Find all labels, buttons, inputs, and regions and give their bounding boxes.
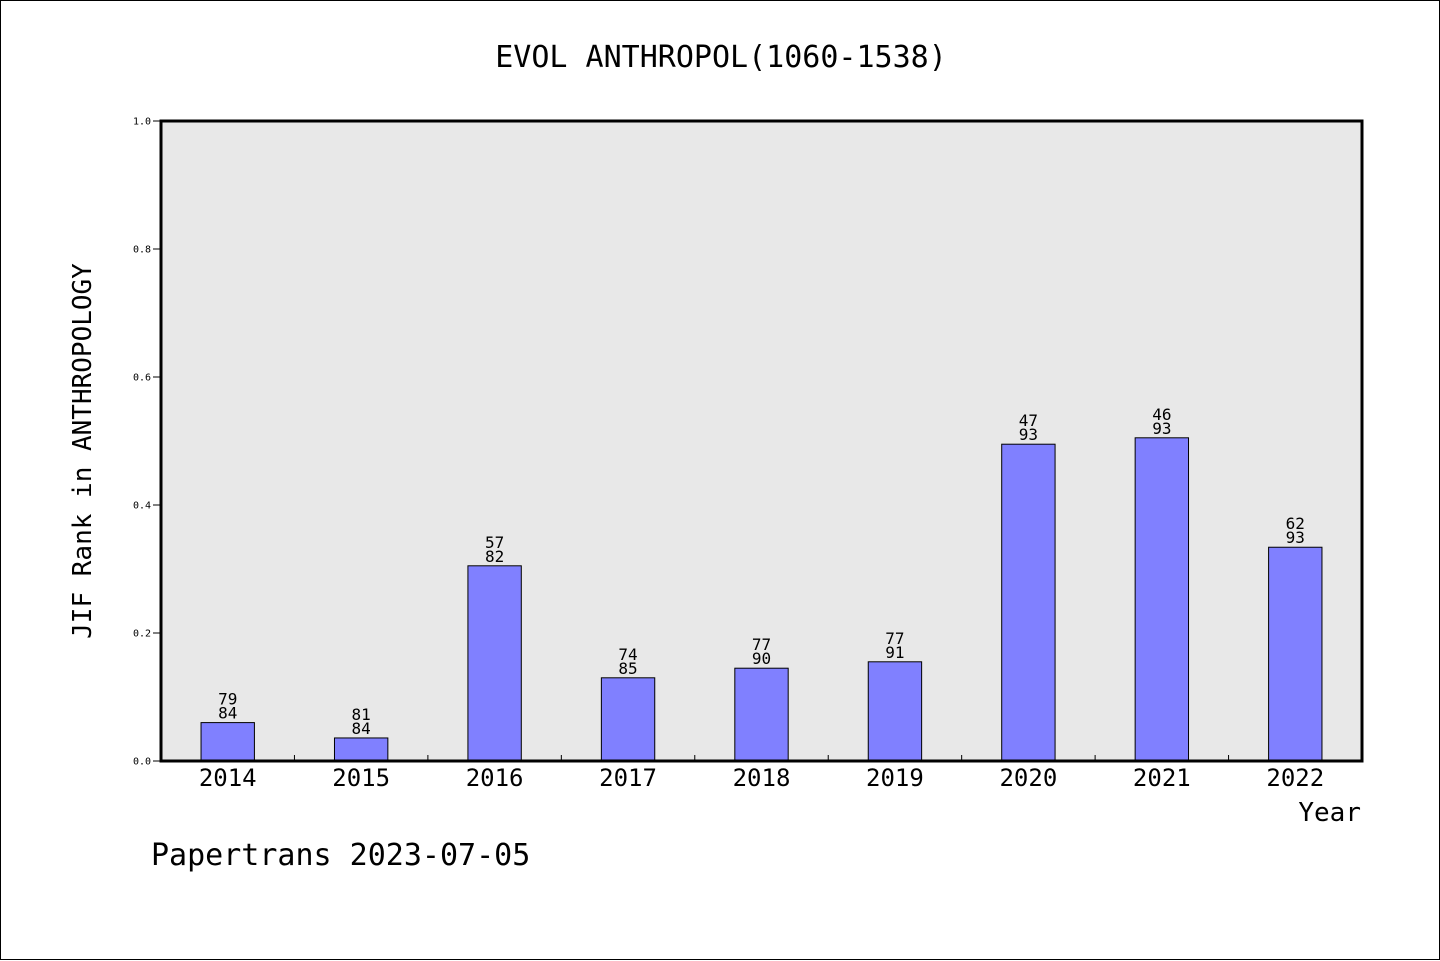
x-axis-label: Year: [1298, 798, 1361, 828]
bar-2015: [333, 737, 389, 762]
plot-border: [159, 119, 1364, 763]
y-tick-label: 0.4: [133, 501, 151, 512]
bar-label-2019-rank: 77: [885, 629, 904, 648]
bar-2018: [734, 667, 789, 762]
y-tick-label: 0.6: [133, 373, 151, 384]
bar-2022: [1268, 546, 1323, 762]
chart-title: EVOL ANTHROPOL(1060-1538): [495, 40, 947, 75]
bar-2021: [1134, 437, 1190, 762]
bar-label-2021-rank: 46: [1152, 405, 1171, 424]
bar-label-2017-total: 85: [618, 659, 637, 678]
y-tick-label: 0.0: [133, 757, 151, 768]
x-tick-label-2015: 2015: [332, 764, 390, 792]
y-axis-ticks: 0.0 0.2 0.4 0.6 0.8 1.0: [133, 117, 161, 768]
bars: [200, 437, 1323, 762]
bar-label-2014-rank: 79: [218, 690, 237, 709]
x-tick-label-2019: 2019: [866, 764, 924, 792]
x-tick-label-2018: 2018: [733, 764, 791, 792]
bar-label-2018-rank: 77: [752, 635, 771, 654]
y-tick-label: 1.0: [133, 117, 151, 128]
y-tick-label: 0.2: [133, 629, 151, 640]
x-tick-label-2016: 2016: [466, 764, 524, 792]
bar-label-2022-total: 93: [1286, 528, 1305, 547]
x-tick-label-2020: 2020: [999, 764, 1057, 792]
bar-label-2015-total: 84: [352, 719, 371, 738]
x-tick-label-2014: 2014: [199, 764, 257, 792]
bar-label-2017-rank: 74: [618, 645, 637, 664]
x-tick-label-2017: 2017: [599, 764, 657, 792]
footer-watermark-text: Papertrans 2023-07-05: [151, 838, 530, 873]
bar-2019: [867, 661, 923, 762]
bar-2014: [200, 722, 255, 762]
y-axis-label: JIF Rank in ANTHROPOLOGY: [68, 263, 98, 639]
bar-label-2018-total: 90: [752, 649, 771, 668]
bar-label-2020-rank: 47: [1019, 411, 1038, 430]
x-axis-ticks: 2014 2015 2016 2017 2018 2019 2020 2021 2022: [199, 755, 1324, 792]
bar-label-2016-rank: 57: [485, 533, 504, 552]
bar-2017: [600, 677, 656, 762]
bar-label-2015-rank: 81: [352, 705, 371, 724]
bar-label-2020-total: 93: [1019, 425, 1038, 444]
bar-2016: [467, 565, 522, 762]
x-tick-label-2022: 2022: [1266, 764, 1324, 792]
y-tick-label: 0.8: [133, 245, 151, 256]
bar-label-2014-total: 84: [218, 704, 237, 723]
bar-label-2021-total: 93: [1152, 419, 1171, 438]
x-tick-label-2021: 2021: [1133, 764, 1191, 792]
bar-label-2022-rank: 62: [1286, 514, 1305, 533]
bar-label-2016-total: 82: [485, 547, 504, 566]
bar-label-2019-total: 91: [885, 643, 904, 662]
bar-2020: [1001, 443, 1056, 762]
